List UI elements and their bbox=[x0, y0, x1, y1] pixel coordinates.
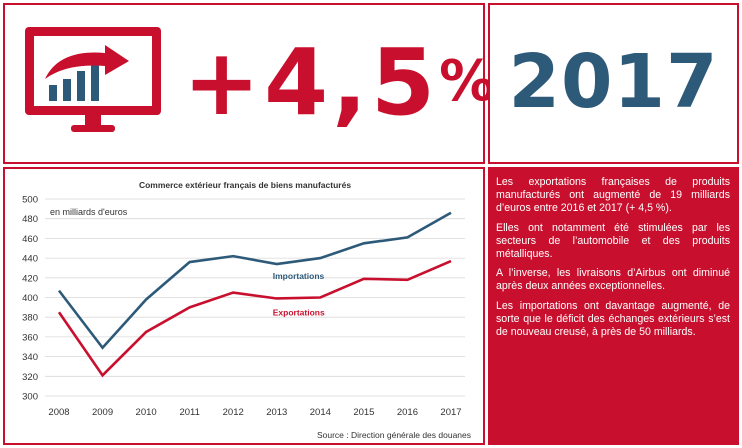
x-tick-label: 2010 bbox=[136, 407, 157, 418]
chart-series bbox=[57, 211, 452, 378]
y-tick-label: 320 bbox=[22, 372, 38, 383]
y-tick-label: 300 bbox=[22, 392, 38, 403]
x-tick-label: 2009 bbox=[92, 407, 113, 418]
commentary-paragraph-2: Elles ont notamment été stimulées par le… bbox=[496, 221, 730, 261]
commentary-paragraph-1: Les exportations françaises de produits … bbox=[496, 176, 730, 215]
y-tick-label: 460 bbox=[22, 234, 38, 245]
chart-series-labels: Importations Exportations bbox=[273, 271, 325, 317]
chart-ylabel: en milliards d'euros bbox=[50, 207, 128, 217]
series-label-importations: Importations bbox=[273, 271, 325, 281]
chart-x-ticks: 2008 2009 2010 2011 2012 2013 2014 2015 2016 2017 bbox=[48, 407, 461, 418]
chart-gridlines bbox=[45, 198, 465, 397]
y-tick-label: 360 bbox=[22, 332, 38, 343]
chart-source: Source : Direction générale des douanes bbox=[317, 430, 471, 440]
y-tick-label: 400 bbox=[22, 293, 38, 304]
x-tick-label: 2017 bbox=[440, 407, 461, 418]
series-label-exportations: Exportations bbox=[273, 307, 325, 317]
x-tick-label: 2013 bbox=[266, 407, 287, 418]
series-line-exportations bbox=[57, 259, 452, 378]
headline-growth-value: +4,5% bbox=[183, 27, 499, 138]
monitor-chart-arrow-icon bbox=[25, 27, 161, 132]
chart-panel: Commerce extérieur français de biens man… bbox=[3, 167, 485, 445]
line-chart: Commerce extérieur français de biens man… bbox=[22, 180, 471, 440]
headline-panel: +4,5% bbox=[3, 3, 495, 164]
y-tick-label: 420 bbox=[22, 273, 38, 284]
y-tick-label: 500 bbox=[22, 195, 38, 206]
headline-sign: + bbox=[183, 29, 265, 136]
year-panel: 2017 bbox=[488, 3, 739, 164]
x-tick-label: 2015 bbox=[353, 407, 374, 418]
x-tick-label: 2016 bbox=[397, 407, 418, 418]
y-tick-label: 480 bbox=[22, 214, 38, 225]
y-tick-label: 380 bbox=[22, 313, 38, 324]
x-tick-label: 2008 bbox=[48, 407, 69, 418]
x-tick-label: 2014 bbox=[310, 407, 331, 418]
commentary-paragraph-3: A l’inverse, les livraisons d’Airbus ont… bbox=[496, 267, 730, 293]
headline-unit: % bbox=[439, 49, 500, 114]
headline-number: 4,5 bbox=[264, 29, 440, 136]
y-tick-label: 440 bbox=[22, 254, 38, 265]
commentary-panel: Les exportations françaises de produits … bbox=[488, 167, 739, 445]
commentary-paragraph-4: Les importations ont davantage augmenté,… bbox=[496, 299, 730, 339]
y-tick-label: 340 bbox=[22, 352, 38, 363]
series-line-importations bbox=[57, 211, 452, 350]
x-tick-label: 2012 bbox=[223, 407, 244, 418]
x-tick-label: 2011 bbox=[179, 407, 199, 418]
year-label: 2017 bbox=[508, 39, 719, 125]
chart-title: Commerce extérieur français de biens man… bbox=[139, 180, 351, 190]
chart-y-ticks: 300 320 340 360 380 400 420 440 460 480 500 bbox=[22, 195, 38, 403]
